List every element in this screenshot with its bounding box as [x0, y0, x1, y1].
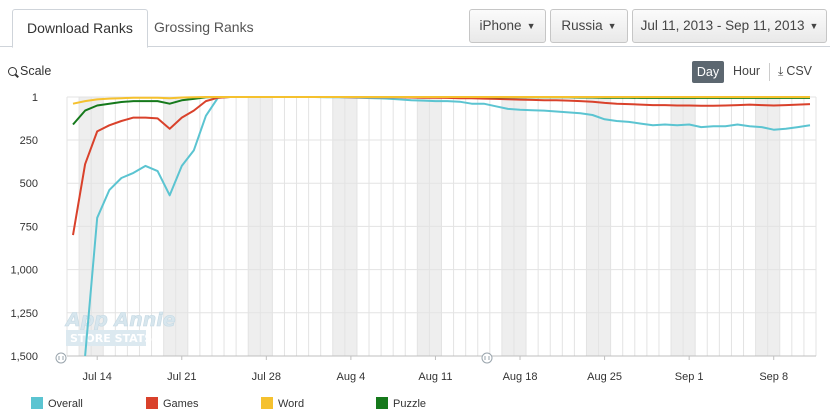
legend-item-games[interactable]: Games — [146, 397, 198, 410]
series-lines — [72, 96, 811, 357]
legend-item-word[interactable]: Word — [261, 397, 304, 410]
x-tick-label: Aug 4 — [337, 371, 366, 383]
legend-item-overall[interactable]: Overall — [31, 397, 83, 410]
y-axis: 1 250 500 750 1,000 1,250 1,500 — [10, 92, 38, 363]
x-tick-label: Jul 21 — [167, 371, 196, 383]
tab-download-ranks[interactable]: Download Ranks — [12, 9, 148, 48]
chevron-down-icon: ▼ — [809, 21, 819, 31]
country-dropdown[interactable]: Russia ▼ — [550, 9, 628, 43]
rank-chart: App Annie STORE STATS 1 250 500 750 1,000 1,2… — [10, 92, 817, 383]
x-tick-label: Sep 8 — [759, 371, 788, 383]
toolbar-divider — [769, 63, 770, 81]
hour-button[interactable]: Hour — [733, 64, 761, 78]
y-tick-label: 1,250 — [10, 308, 38, 320]
x-tick-label: Jul 28 — [252, 371, 281, 383]
csv-label: CSV — [786, 64, 813, 78]
legend-label: Games — [163, 398, 199, 410]
range-handles[interactable] — [55, 352, 493, 364]
tab-bar-divider — [0, 46, 830, 47]
legend: Overall Games Word Puzzle — [0, 394, 830, 414]
watermark: App Annie STORE STATS — [64, 309, 176, 346]
country-dropdown-label: Russia — [561, 18, 603, 33]
y-tick-label: 250 — [20, 135, 38, 147]
legend-label: Puzzle — [393, 398, 427, 410]
scale-label: Scale — [20, 64, 52, 78]
device-dropdown-label: iPhone — [479, 18, 522, 33]
x-tick-label: Sep 1 — [675, 371, 704, 383]
zoom-icon — [8, 67, 17, 76]
device-dropdown[interactable]: iPhone ▼ — [469, 9, 546, 43]
y-tick-label: 750 — [20, 221, 38, 233]
y-tick-label: 1,500 — [10, 351, 38, 363]
csv-export-button[interactable]: ⤓ CSV — [778, 64, 812, 79]
range-handle[interactable] — [481, 352, 493, 364]
legend-swatch — [31, 397, 43, 409]
legend-item-puzzle[interactable]: Puzzle — [376, 397, 426, 410]
chart-toolbar: Scale Day Hour ⤓ CSV — [0, 60, 830, 86]
tab-grossing-ranks[interactable]: Grossing Ranks — [154, 19, 254, 35]
day-button[interactable]: Day — [692, 61, 724, 83]
chart-grid — [66, 96, 817, 357]
chevron-down-icon: ▼ — [607, 21, 617, 31]
series-line-word — [72, 96, 810, 105]
tab-bar: Download Ranks Grossing Ranks iPhone ▼ Ru… — [0, 0, 830, 48]
range-handle[interactable] — [55, 352, 67, 364]
scale-button[interactable]: Scale — [8, 64, 51, 78]
y-tick-label: 1 — [32, 92, 38, 104]
chevron-down-icon: ▼ — [526, 21, 536, 31]
watermark-text: App Annie — [64, 309, 176, 331]
y-tick-label: 1,000 — [10, 265, 38, 277]
legend-label: Word — [278, 398, 305, 410]
date-range-dropdown[interactable]: Jul 11, 2013 - Sep 11, 2013 ▼ — [632, 9, 827, 43]
x-tick-label: Aug 11 — [418, 371, 452, 383]
y-tick-label: 500 — [20, 178, 38, 190]
x-tick-label: Aug 25 — [587, 371, 622, 383]
legend-swatch — [261, 397, 273, 409]
date-range-label: Jul 11, 2013 - Sep 11, 2013 — [640, 18, 805, 33]
x-tick-label: Jul 14 — [83, 371, 112, 383]
legend-swatch — [376, 397, 388, 409]
x-tick-label: Aug 18 — [503, 371, 538, 383]
series-line-overall — [84, 96, 811, 357]
download-icon: ⤓ — [778, 64, 784, 78]
legend-label: Overall — [48, 398, 83, 410]
legend-swatch — [146, 397, 158, 409]
x-axis: Jul 14 Jul 21 Jul 28 Aug 4 Aug 11 Aug 18 Aug 2… — [83, 356, 788, 383]
watermark-subtext: STORE STATS — [70, 332, 152, 345]
